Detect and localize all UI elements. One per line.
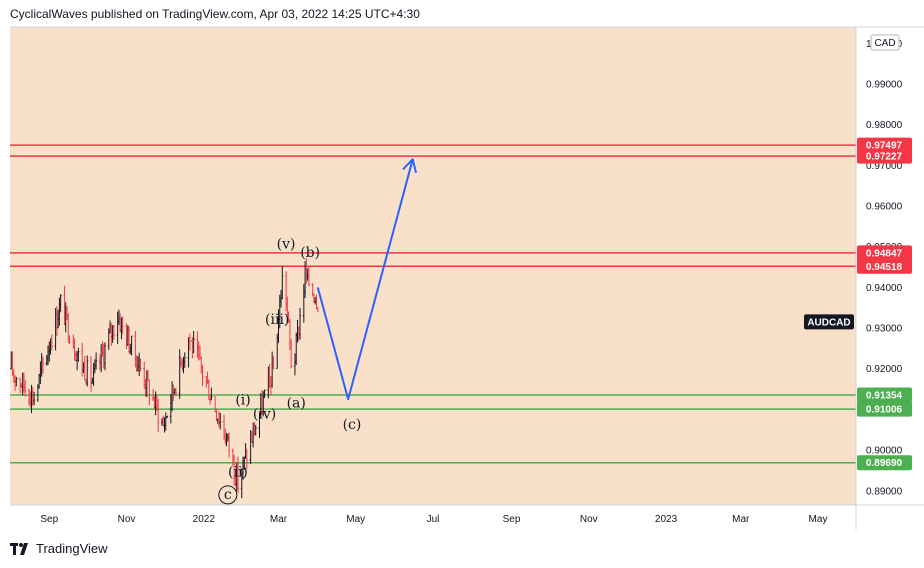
price-tag-label: 0.97227 [866, 152, 903, 163]
x-tick-label: May [809, 514, 828, 525]
elliott-wave-labels: (v)(b) (iii) (i)(iv) (a) (c) (ii) c [218, 237, 362, 505]
wave-label: (ii) [228, 465, 248, 481]
x-tick-label: Jul [427, 514, 440, 525]
currency-label: CAD [874, 38, 895, 49]
wave-label: (v) [277, 237, 296, 253]
x-tick-label: Sep [503, 514, 521, 525]
time-axis[interactable]: Sep Nov 2022 Mar May Jul Sep Nov 2023 Mar May [40, 514, 827, 525]
y-tick-label: 0.99000 [866, 79, 903, 90]
wave-label: (a) [287, 395, 306, 411]
projection-arrow [316, 158, 417, 401]
price-tag-label: 0.94518 [866, 262, 903, 273]
wave-label: (iv) [253, 406, 276, 422]
horizontal-levels [10, 144, 856, 464]
price-tag [857, 387, 912, 403]
y-tick-label: 0.96000 [866, 201, 903, 212]
x-tick-label: Nov [580, 514, 598, 525]
symbol-tag: AUDCAD [804, 314, 854, 330]
price-tag [857, 401, 912, 417]
y-tick-label: 0.90000 [866, 446, 903, 457]
x-tick-label: May [346, 514, 365, 525]
tradingview-brand[interactable]: TradingView [36, 541, 108, 556]
y-tick-label: 0.92000 [866, 364, 903, 375]
y-tick-label: 0.89000 [866, 486, 903, 497]
wave-circle [218, 485, 238, 505]
x-tick-label: Mar [270, 514, 288, 525]
wave-label: (c) [343, 417, 362, 433]
x-tick-label: Nov [118, 514, 136, 525]
price-tag-label: 0.94847 [866, 248, 903, 259]
price-tag [857, 148, 912, 164]
tradingview-logo-icon[interactable] [10, 542, 32, 555]
price-tag-label: 0.89690 [866, 458, 903, 469]
price-tag [857, 245, 912, 261]
x-tick-label: 2023 [655, 514, 678, 525]
x-tick-label: 2022 [193, 514, 216, 525]
x-tick-label: Mar [732, 514, 750, 525]
candlesticks [10, 258, 319, 499]
y-tick-label: 0.97000 [866, 161, 903, 172]
y-tick-label: 0.98000 [866, 120, 903, 131]
projection-arrowhead [402, 158, 417, 174]
publish-header: CyclicalWaves published on TradingView.c… [10, 7, 420, 21]
price-tag [857, 258, 912, 274]
x-tick-label: Sep [40, 514, 58, 525]
y-tick-label: 0.93000 [866, 324, 903, 335]
wave-label: (iii) [265, 312, 289, 328]
footer: TradingView [10, 541, 108, 556]
price-tag-label: 0.91354 [866, 390, 903, 401]
price-tag [857, 455, 912, 471]
symbol-label: AUDCAD [807, 317, 850, 328]
wave-label: (b) [300, 245, 320, 261]
y-tick-label: 0.94000 [866, 283, 903, 294]
price-tag-label: 0.91006 [866, 405, 903, 416]
price-tag-label: 0.97497 [866, 141, 903, 152]
wave-label: (i) [235, 393, 250, 409]
wave-label: c [224, 487, 232, 503]
projection-path [316, 158, 414, 401]
currency-badge: CAD [870, 34, 900, 51]
